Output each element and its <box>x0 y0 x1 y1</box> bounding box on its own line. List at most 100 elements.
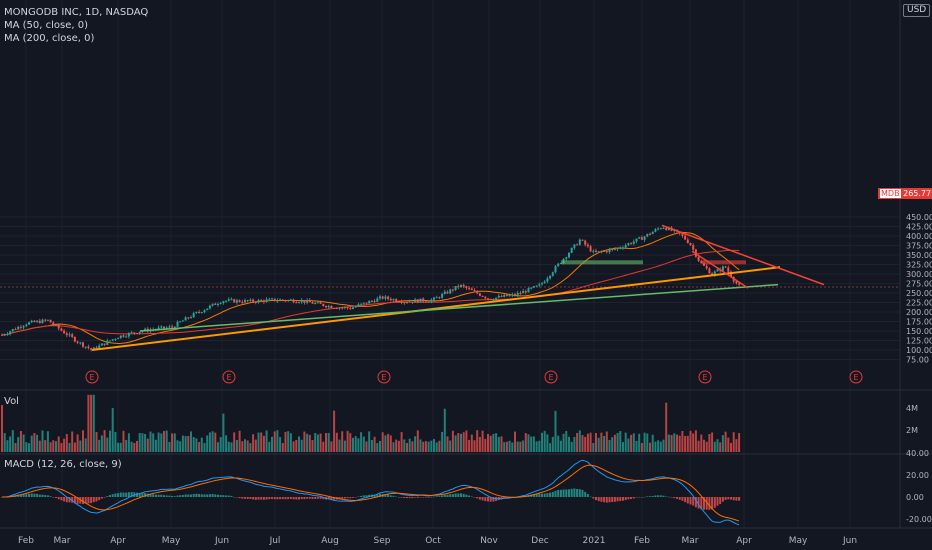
volume-bars <box>1 394 741 452</box>
volume-bar <box>613 434 616 452</box>
macd-hist-bar <box>649 496 651 497</box>
volume-bar <box>451 430 454 452</box>
volume-bar <box>557 435 560 452</box>
macd-label[interactable]: MACD (12, 26, close, 9) <box>4 459 122 470</box>
volume-bar <box>257 432 260 452</box>
candle-body <box>298 302 300 304</box>
volume-bar <box>154 439 157 452</box>
macd-hist-bar <box>538 493 541 497</box>
volume-bar <box>473 440 476 452</box>
macd-hist-bar <box>36 493 39 497</box>
volume-bar <box>427 441 430 452</box>
volume-bar <box>505 441 508 452</box>
candle-body <box>222 301 225 304</box>
volume-bar <box>735 439 738 452</box>
macd-hist-bar <box>449 494 452 497</box>
macd-hist-bar <box>354 497 357 498</box>
candle-body <box>60 328 63 331</box>
volume-bar <box>260 432 263 452</box>
candle-body <box>160 326 163 328</box>
macd-hist-bar <box>109 495 111 497</box>
volume-bar <box>403 439 406 452</box>
signal-line <box>1 464 740 522</box>
volume-bar <box>605 431 608 452</box>
candle-body <box>38 320 41 324</box>
macd-hist-bar <box>565 489 568 497</box>
volume-bar <box>9 436 12 452</box>
candle-body <box>392 299 395 301</box>
candle-body <box>235 300 238 303</box>
volume-bar <box>376 443 379 452</box>
candle-body <box>570 247 573 253</box>
volume-bar <box>627 438 630 452</box>
macd-hist-bar <box>265 497 268 500</box>
volume-bar <box>125 439 128 452</box>
trendlines[interactable] <box>91 224 825 351</box>
ma200-legend[interactable]: MA (200, close, 0) <box>4 33 95 44</box>
volume-bar <box>565 430 568 452</box>
price-tick-label: 400.00 <box>906 232 932 241</box>
volume-bar <box>57 436 60 452</box>
volume-bar <box>281 442 284 452</box>
volume-bar <box>225 435 228 452</box>
candle-body <box>433 297 435 300</box>
earnings-marker-label: E <box>226 373 231 382</box>
earnings-marker-label: E <box>702 373 707 382</box>
macd-hist-bar <box>643 496 646 498</box>
candle-body <box>427 301 430 303</box>
macd-hist-bar <box>427 497 430 498</box>
volume-bar <box>208 432 211 452</box>
candle-body <box>322 303 325 306</box>
ma50-line <box>1 231 740 344</box>
volume-bar <box>171 433 174 452</box>
macd-hist-bar <box>327 497 330 500</box>
macd-hist-bar <box>422 497 425 498</box>
candle-body <box>181 320 184 322</box>
volume-bar <box>25 442 28 452</box>
earnings-marker-label: E <box>89 373 94 382</box>
volume-bar <box>11 430 14 452</box>
currency-badge[interactable]: USD <box>903 4 931 17</box>
candle-body <box>106 340 109 345</box>
volume-bar <box>441 431 444 452</box>
candle-body <box>408 301 411 303</box>
candle-body <box>395 299 398 302</box>
macd-hist-bar <box>82 497 84 504</box>
candle-body <box>171 326 174 328</box>
candle-body <box>330 305 333 308</box>
candle-body <box>306 300 309 303</box>
candle-body <box>592 250 595 252</box>
volume-tick-label: 4M <box>906 404 918 413</box>
macd-hist-bar <box>597 497 600 502</box>
macd-hist-bar <box>638 496 641 498</box>
macd-hist-bar <box>125 492 128 497</box>
candle-body <box>624 245 627 248</box>
candle-body <box>514 294 516 296</box>
macd-hist-bar <box>592 497 595 499</box>
candle-body <box>338 307 341 309</box>
candle-body <box>241 301 244 303</box>
candle-body <box>487 298 489 300</box>
volume-bar <box>190 431 192 452</box>
symbol-title[interactable]: MONGODB INC, 1D, NASDAQ <box>4 7 149 18</box>
volume-bar <box>114 431 117 452</box>
candle-body <box>662 228 665 230</box>
ma50-legend[interactable]: MA (50, close, 0) <box>4 20 89 31</box>
candle-body <box>649 233 651 235</box>
macd-hist-bar <box>632 497 635 499</box>
macd-hist-bar <box>322 497 325 500</box>
candle-body <box>503 294 506 297</box>
volume-bar <box>727 437 730 452</box>
volume-bar <box>381 432 384 452</box>
macd-hist-bar <box>576 488 579 497</box>
candle-body <box>76 341 79 343</box>
volume-bar <box>603 435 606 452</box>
volume-label[interactable]: Vol <box>4 396 19 407</box>
macd-hist-bar <box>551 491 554 497</box>
volume-bar <box>640 442 643 452</box>
macd-hist-bar <box>225 495 228 497</box>
macd-hist-bar <box>357 496 360 497</box>
volume-bar <box>152 433 155 452</box>
candle-body <box>446 291 449 294</box>
